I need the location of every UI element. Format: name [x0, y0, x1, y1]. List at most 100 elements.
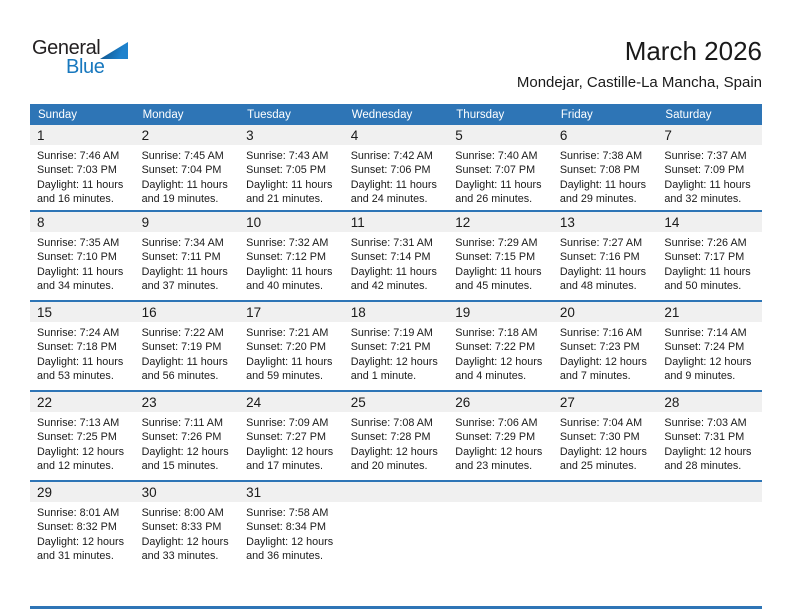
day-number-band: 12 — [448, 212, 553, 232]
daylight-line: Daylight: 12 hours and 1 minute. — [350, 355, 438, 383]
day-number-band: 8 — [30, 212, 135, 232]
day-number-band: 24 — [239, 392, 344, 412]
sunset-line: Sunset: 7:25 PM — [37, 431, 117, 444]
daylight-line: Daylight: 11 hours and 19 minutes. — [141, 178, 228, 206]
day-number-band: 2 — [134, 125, 240, 145]
daylight-line: Daylight: 12 hours and 36 minutes. — [246, 535, 334, 563]
day-details: Sunrise: 7:27 AM Sunset: 7:16 PM Daylight:… — [553, 232, 658, 294]
day-number-band: 15 — [30, 302, 135, 322]
weekday-header-friday: Friday — [560, 108, 593, 121]
day-number-band: 28 — [657, 392, 762, 412]
day-number-band: 19 — [448, 302, 553, 322]
week-row: 22 Sunrise: 7:13 AM Sunset: 7:25 PM Dayligh… — [30, 390, 762, 480]
day-details: Sunrise: 7:14 AM Sunset: 7:24 PM Daylight:… — [657, 322, 762, 384]
day-cell: 13 Sunrise: 7:27 AM Sunset: 7:16 PM Dayligh… — [552, 212, 658, 300]
day-number-band — [657, 482, 762, 502]
sunset-line: Sunset: 7:29 PM — [455, 431, 536, 444]
daylight-line: Daylight: 12 hours and 25 minutes. — [559, 445, 647, 473]
week-row: 15 Sunrise: 7:24 AM Sunset: 7:18 PM Dayligh… — [30, 300, 762, 390]
logo-text-blue: Blue — [66, 56, 105, 78]
daylight-line: Daylight: 12 hours and 28 minutes. — [664, 445, 752, 473]
day-number-band: 6 — [552, 125, 658, 145]
day-details: Sunrise: 7:32 AM Sunset: 7:12 PM Daylight:… — [239, 232, 344, 294]
day-details: Sunrise: 7:09 AM Sunset: 7:27 PM Daylight:… — [239, 412, 344, 474]
daylight-line: Daylight: 11 hours and 40 minutes. — [246, 265, 333, 293]
sunset-line: Sunset: 8:32 PM — [37, 521, 117, 534]
day-number: 12 — [455, 214, 471, 230]
sunset-line: Sunset: 7:30 PM — [559, 431, 640, 444]
sunrise-line: Sunrise: 8:01 AM — [37, 507, 120, 519]
day-number: 4 — [350, 127, 359, 143]
calendar-grid: 1 Sunrise: 7:46 AM Sunset: 7:03 PM Daylight… — [30, 125, 762, 570]
sunset-line: Sunset: 7:24 PM — [664, 341, 745, 354]
day-details: Sunrise: 7:11 AM Sunset: 7:26 PM Daylight:… — [135, 412, 240, 474]
sunrise-line: Sunrise: 7:37 AM — [664, 150, 747, 162]
sunrise-line: Sunrise: 7:04 AM — [559, 417, 643, 429]
day-details: Sunrise: 7:46 AM Sunset: 7:03 PM Daylight:… — [30, 145, 135, 207]
day-number: 19 — [455, 304, 471, 320]
daylight-line: Daylight: 11 hours and 26 minutes. — [455, 178, 542, 206]
daylight-line: Daylight: 11 hours and 56 minutes. — [141, 355, 228, 383]
sunrise-line: Sunrise: 7:35 AM — [37, 237, 120, 249]
day-cell: 7 Sunrise: 7:37 AM Sunset: 7:09 PM Daylight… — [657, 125, 762, 210]
sunset-line: Sunset: 7:23 PM — [559, 341, 640, 354]
day-number: 9 — [141, 214, 150, 230]
day-details: Sunrise: 7:40 AM Sunset: 7:07 PM Daylight:… — [448, 145, 553, 207]
weekday-header-sunday: Sunday — [38, 108, 78, 121]
day-details: Sunrise: 8:01 AM Sunset: 8:32 PM Daylight:… — [30, 502, 135, 564]
day-cell: 17 Sunrise: 7:21 AM Sunset: 7:20 PM Dayligh… — [239, 302, 344, 390]
day-number: 26 — [455, 394, 471, 410]
day-details: Sunrise: 7:58 AM Sunset: 8:34 PM Daylight:… — [239, 502, 344, 564]
daylight-line: Daylight: 12 hours and 9 minutes. — [664, 355, 752, 383]
sunrise-line: Sunrise: 7:06 AM — [455, 417, 538, 429]
sunrise-line: Sunrise: 7:14 AM — [664, 327, 747, 339]
sunset-line: Sunset: 7:15 PM — [455, 251, 536, 264]
daylight-line: Daylight: 11 hours and 16 minutes. — [37, 178, 124, 206]
day-number-band: 21 — [657, 302, 762, 322]
day-cell-empty — [343, 482, 449, 570]
day-number: 2 — [141, 127, 150, 143]
day-details: Sunrise: 7:13 AM Sunset: 7:25 PM Daylight:… — [30, 412, 135, 474]
day-details: Sunrise: 7:35 AM Sunset: 7:10 PM Daylight:… — [30, 232, 135, 294]
day-cell: 14 Sunrise: 7:26 AM Sunset: 7:17 PM Dayligh… — [657, 212, 762, 300]
day-details: Sunrise: 7:38 AM Sunset: 7:08 PM Daylight:… — [553, 145, 658, 207]
daylight-line: Daylight: 11 hours and 53 minutes. — [37, 355, 124, 383]
sunrise-line: Sunrise: 7:09 AM — [246, 417, 329, 429]
day-details: Sunrise: 7:24 AM Sunset: 7:18 PM Daylight:… — [30, 322, 135, 384]
footer-rule — [30, 606, 762, 609]
day-details: Sunrise: 7:26 AM Sunset: 7:17 PM Daylight:… — [657, 232, 762, 294]
day-details: Sunrise: 7:19 AM Sunset: 7:21 PM Daylight:… — [344, 322, 449, 384]
sunrise-line: Sunrise: 7:38 AM — [559, 150, 643, 162]
day-details: Sunrise: 7:37 AM Sunset: 7:09 PM Daylight:… — [657, 145, 762, 207]
sunrise-line: Sunrise: 7:43 AM — [246, 150, 329, 162]
daylight-line: Daylight: 11 hours and 21 minutes. — [246, 178, 333, 206]
day-number: 24 — [246, 394, 262, 410]
day-number: 21 — [664, 304, 680, 320]
day-cell: 4 Sunrise: 7:42 AM Sunset: 7:06 PM Daylight… — [343, 125, 449, 210]
daylight-line: Daylight: 12 hours and 15 minutes. — [141, 445, 229, 473]
sunset-line: Sunset: 7:11 PM — [141, 251, 221, 264]
sunset-line: Sunset: 7:26 PM — [141, 431, 222, 444]
day-number-band: 11 — [343, 212, 449, 232]
day-cell: 2 Sunrise: 7:45 AM Sunset: 7:04 PM Daylight… — [134, 125, 240, 210]
day-number-band: 3 — [239, 125, 344, 145]
sunrise-line: Sunrise: 7:31 AM — [350, 237, 433, 249]
day-number: 31 — [246, 484, 262, 500]
day-number-band: 9 — [134, 212, 240, 232]
sunrise-line: Sunrise: 7:19 AM — [350, 327, 433, 339]
day-number-band: 29 — [30, 482, 135, 502]
day-details: Sunrise: 7:29 AM Sunset: 7:15 PM Daylight:… — [448, 232, 553, 294]
day-cell: 23 Sunrise: 7:11 AM Sunset: 7:26 PM Dayligh… — [134, 392, 240, 480]
day-number: 6 — [559, 127, 568, 143]
week-row: 8 Sunrise: 7:35 AM Sunset: 7:10 PM Daylight… — [30, 210, 762, 300]
day-cell: 20 Sunrise: 7:16 AM Sunset: 7:23 PM Dayligh… — [552, 302, 658, 390]
day-cell-empty — [657, 482, 762, 570]
week-row: 29 Sunrise: 8:01 AM Sunset: 8:32 PM Dayligh… — [30, 480, 762, 570]
day-number: 3 — [246, 127, 254, 143]
sunrise-line: Sunrise: 7:42 AM — [350, 150, 433, 162]
sunrise-line: Sunrise: 7:40 AM — [455, 150, 538, 162]
day-number: 28 — [664, 394, 680, 410]
sunset-line: Sunset: 7:08 PM — [559, 164, 640, 177]
daylight-line: Daylight: 12 hours and 12 minutes. — [37, 445, 125, 473]
daylight-line: Daylight: 11 hours and 45 minutes. — [455, 265, 542, 293]
